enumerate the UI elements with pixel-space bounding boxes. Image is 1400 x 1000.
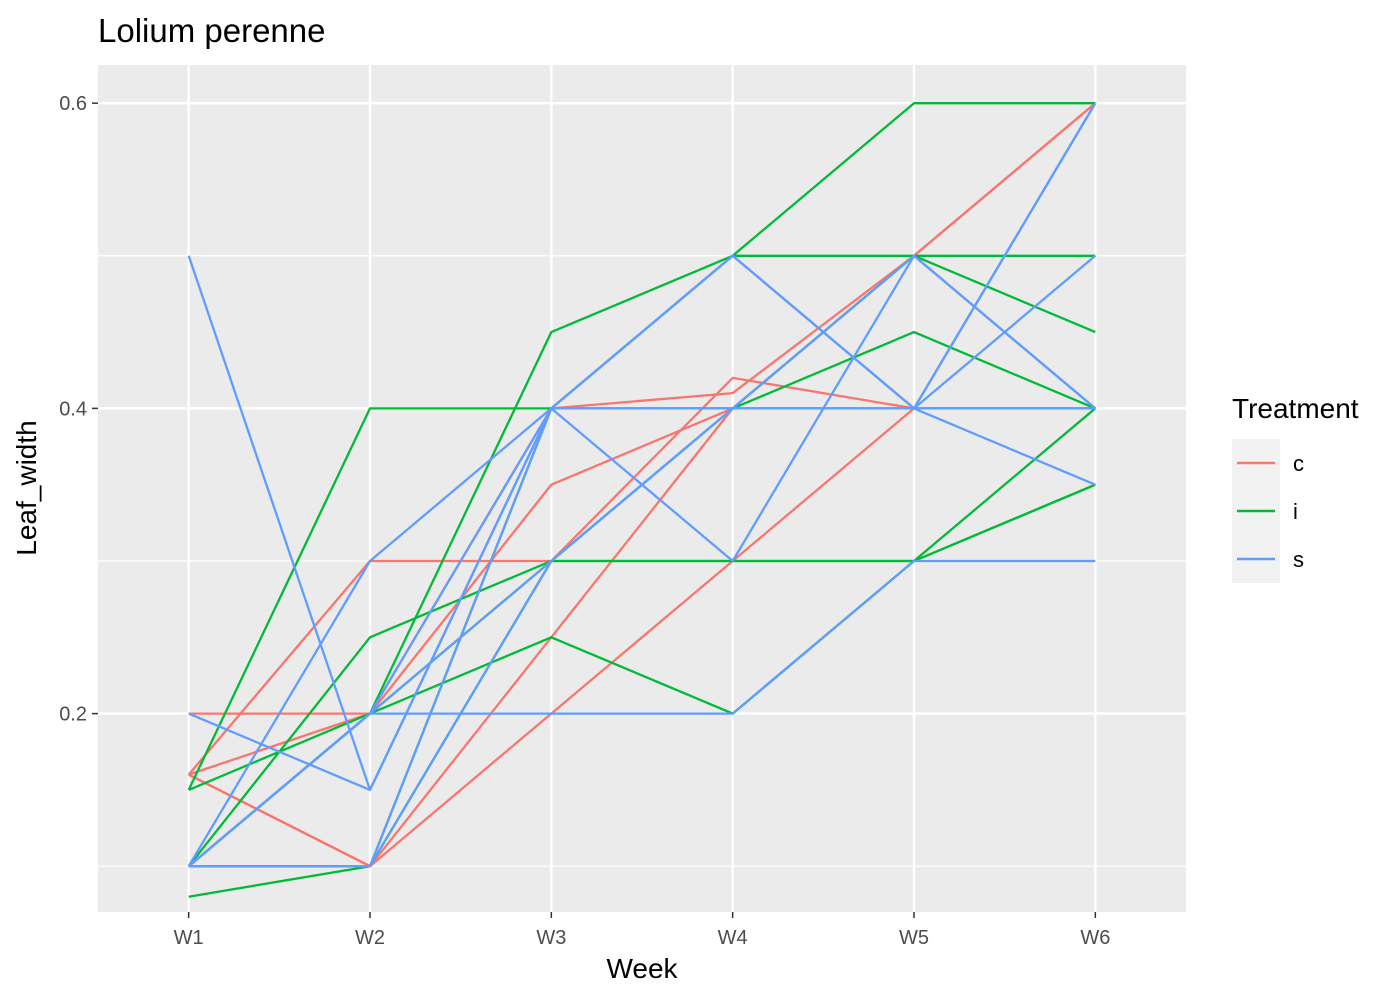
x-axis-ticks: W1 W2 W3 W4 W5 W6	[174, 912, 1110, 949]
y-axis-title: Leaf_width	[11, 420, 42, 555]
legend-title: Treatment	[1232, 393, 1359, 424]
plot-panel	[98, 65, 1186, 912]
x-tick-label: W4	[718, 927, 748, 949]
series-line-s-18	[187, 559, 1096, 868]
x-tick-label: W3	[536, 927, 566, 949]
x-tick-label: W2	[355, 927, 385, 949]
y-tick-label: 0.4	[59, 398, 87, 420]
series-line-i-7	[188, 254, 1096, 791]
series-lines	[187, 102, 1097, 898]
x-tick-label: W1	[174, 927, 204, 949]
legend-label-i: i	[1293, 499, 1298, 524]
series-line-s-20	[188, 407, 1096, 868]
y-axis-ticks: 0.2 0.4 0.6	[59, 93, 98, 726]
series-line-c-3	[188, 102, 1097, 776]
y-tick-label: 0.6	[59, 93, 87, 115]
legend: Treatment c i s	[1232, 393, 1359, 583]
y-tick-label: 0.2	[59, 704, 87, 726]
legend-label-c: c	[1293, 451, 1304, 476]
legend-label-s: s	[1293, 547, 1304, 572]
chart-title: Lolium perenne	[98, 12, 326, 49]
x-tick-label: W6	[1080, 927, 1110, 949]
series-line-i-10	[188, 407, 1097, 898]
x-tick-label: W5	[899, 927, 929, 949]
x-axis-title: Week	[606, 953, 678, 984]
